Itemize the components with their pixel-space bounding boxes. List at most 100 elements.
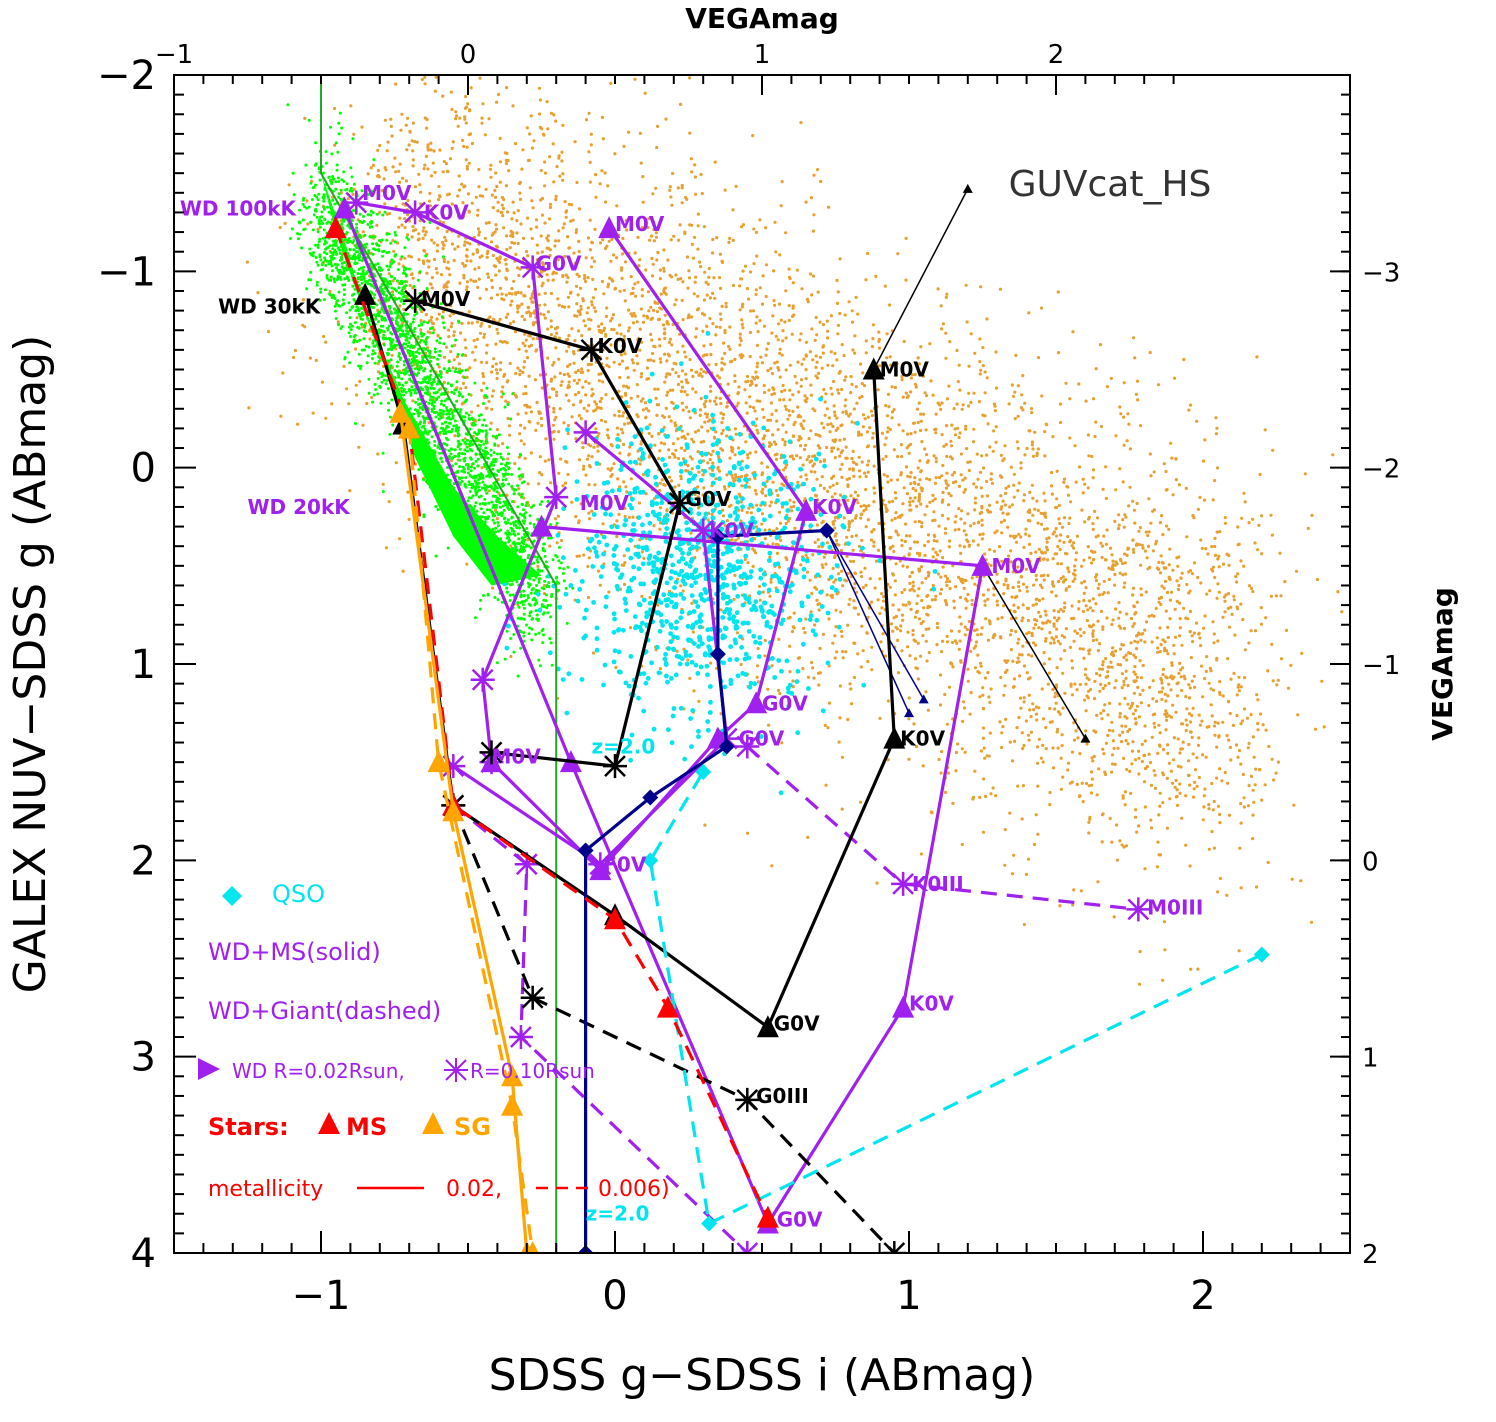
orange-point: [714, 402, 718, 406]
orange-point: [472, 279, 476, 283]
orange-point: [908, 496, 912, 500]
orange-point: [1160, 514, 1164, 518]
orange-point: [358, 379, 362, 384]
orange-point: [598, 182, 602, 186]
orange-point: [376, 168, 380, 173]
orange-point: [1131, 586, 1135, 590]
orange-point: [551, 142, 555, 146]
orange-point: [849, 559, 853, 563]
orange-point: [727, 240, 731, 244]
orange-point: [922, 412, 926, 416]
orange-point: [461, 261, 465, 266]
orange-point: [477, 185, 481, 189]
orange-point: [1080, 581, 1084, 585]
orange-point: [908, 500, 912, 504]
orange-point: [725, 434, 729, 438]
orange-point: [1264, 616, 1268, 620]
orange-point: [704, 412, 708, 416]
orange-point: [900, 613, 905, 617]
orange-point: [854, 295, 858, 299]
orange-point: [1173, 785, 1177, 789]
orange-point: [720, 432, 724, 436]
orange-point: [1283, 580, 1287, 584]
orange-point: [629, 477, 633, 481]
orange-point: [1106, 674, 1110, 678]
orange-point: [696, 490, 701, 494]
orange-point: [816, 671, 821, 675]
orange-point: [1009, 628, 1014, 633]
orange-point: [758, 598, 762, 602]
orange-point: [442, 380, 446, 384]
orange-point: [893, 385, 898, 390]
orange-point: [803, 394, 807, 398]
orange-point: [934, 427, 938, 431]
orange-point: [777, 368, 781, 372]
orange-point: [777, 322, 781, 326]
orange-point: [835, 358, 839, 362]
orange-point: [422, 261, 426, 265]
orange-point: [802, 447, 807, 452]
orange-point: [900, 374, 904, 379]
orange-point: [805, 570, 810, 574]
orange-point: [784, 336, 788, 340]
orange-point: [751, 375, 755, 379]
orange-point: [496, 259, 500, 263]
orange-point: [852, 474, 856, 478]
orange-point: [897, 608, 901, 612]
orange-point: [1207, 681, 1211, 685]
orange-point: [1061, 575, 1065, 579]
orange-point: [1136, 398, 1140, 402]
orange-point: [1090, 756, 1094, 760]
orange-point: [346, 197, 350, 201]
orange-point: [591, 651, 596, 655]
orange-point: [715, 325, 719, 329]
orange-point: [586, 564, 590, 569]
orange-point: [578, 286, 583, 290]
orange-point: [690, 457, 694, 461]
orange-point: [1241, 719, 1245, 723]
orange-point: [934, 476, 938, 480]
orange-point: [1157, 723, 1161, 727]
orange-point: [456, 124, 460, 128]
orange-point: [622, 288, 626, 292]
orange-point: [481, 372, 485, 376]
orange-point: [392, 249, 396, 253]
orange-point: [1084, 781, 1089, 786]
orange-point: [588, 517, 592, 521]
orange-point: [519, 439, 523, 443]
orange-point: [931, 547, 935, 551]
orange-point: [526, 482, 530, 486]
orange-point: [532, 139, 536, 143]
orange-point: [925, 460, 930, 464]
orange-point: [916, 356, 920, 360]
orange-point: [791, 304, 795, 308]
orange-point: [880, 606, 884, 610]
orange-point: [1105, 385, 1109, 389]
orange-point: [897, 671, 901, 675]
orange-point: [969, 691, 973, 695]
orange-point: [1151, 679, 1155, 683]
orange-point: [1192, 787, 1196, 791]
orange-point: [1087, 599, 1091, 603]
orange-point: [1178, 791, 1182, 795]
orange-point: [667, 415, 671, 419]
orange-point: [601, 380, 605, 384]
orange-point: [1279, 594, 1283, 598]
orange-point: [1189, 967, 1193, 971]
orange-point: [636, 235, 640, 239]
orange-point: [1215, 596, 1219, 600]
orange-point: [976, 521, 981, 525]
orange-point: [658, 667, 663, 671]
orange-point: [1045, 423, 1049, 427]
orange-point: [620, 359, 625, 363]
orange-point: [726, 382, 730, 386]
orange-point: [505, 341, 509, 345]
orange-point: [818, 355, 823, 359]
orange-point: [410, 235, 414, 239]
orange-point: [1077, 600, 1081, 604]
orange-point: [998, 720, 1002, 724]
orange-point: [1130, 762, 1134, 766]
orange-point: [1197, 736, 1201, 740]
orange-point: [625, 366, 630, 370]
orange-point: [1202, 805, 1206, 809]
